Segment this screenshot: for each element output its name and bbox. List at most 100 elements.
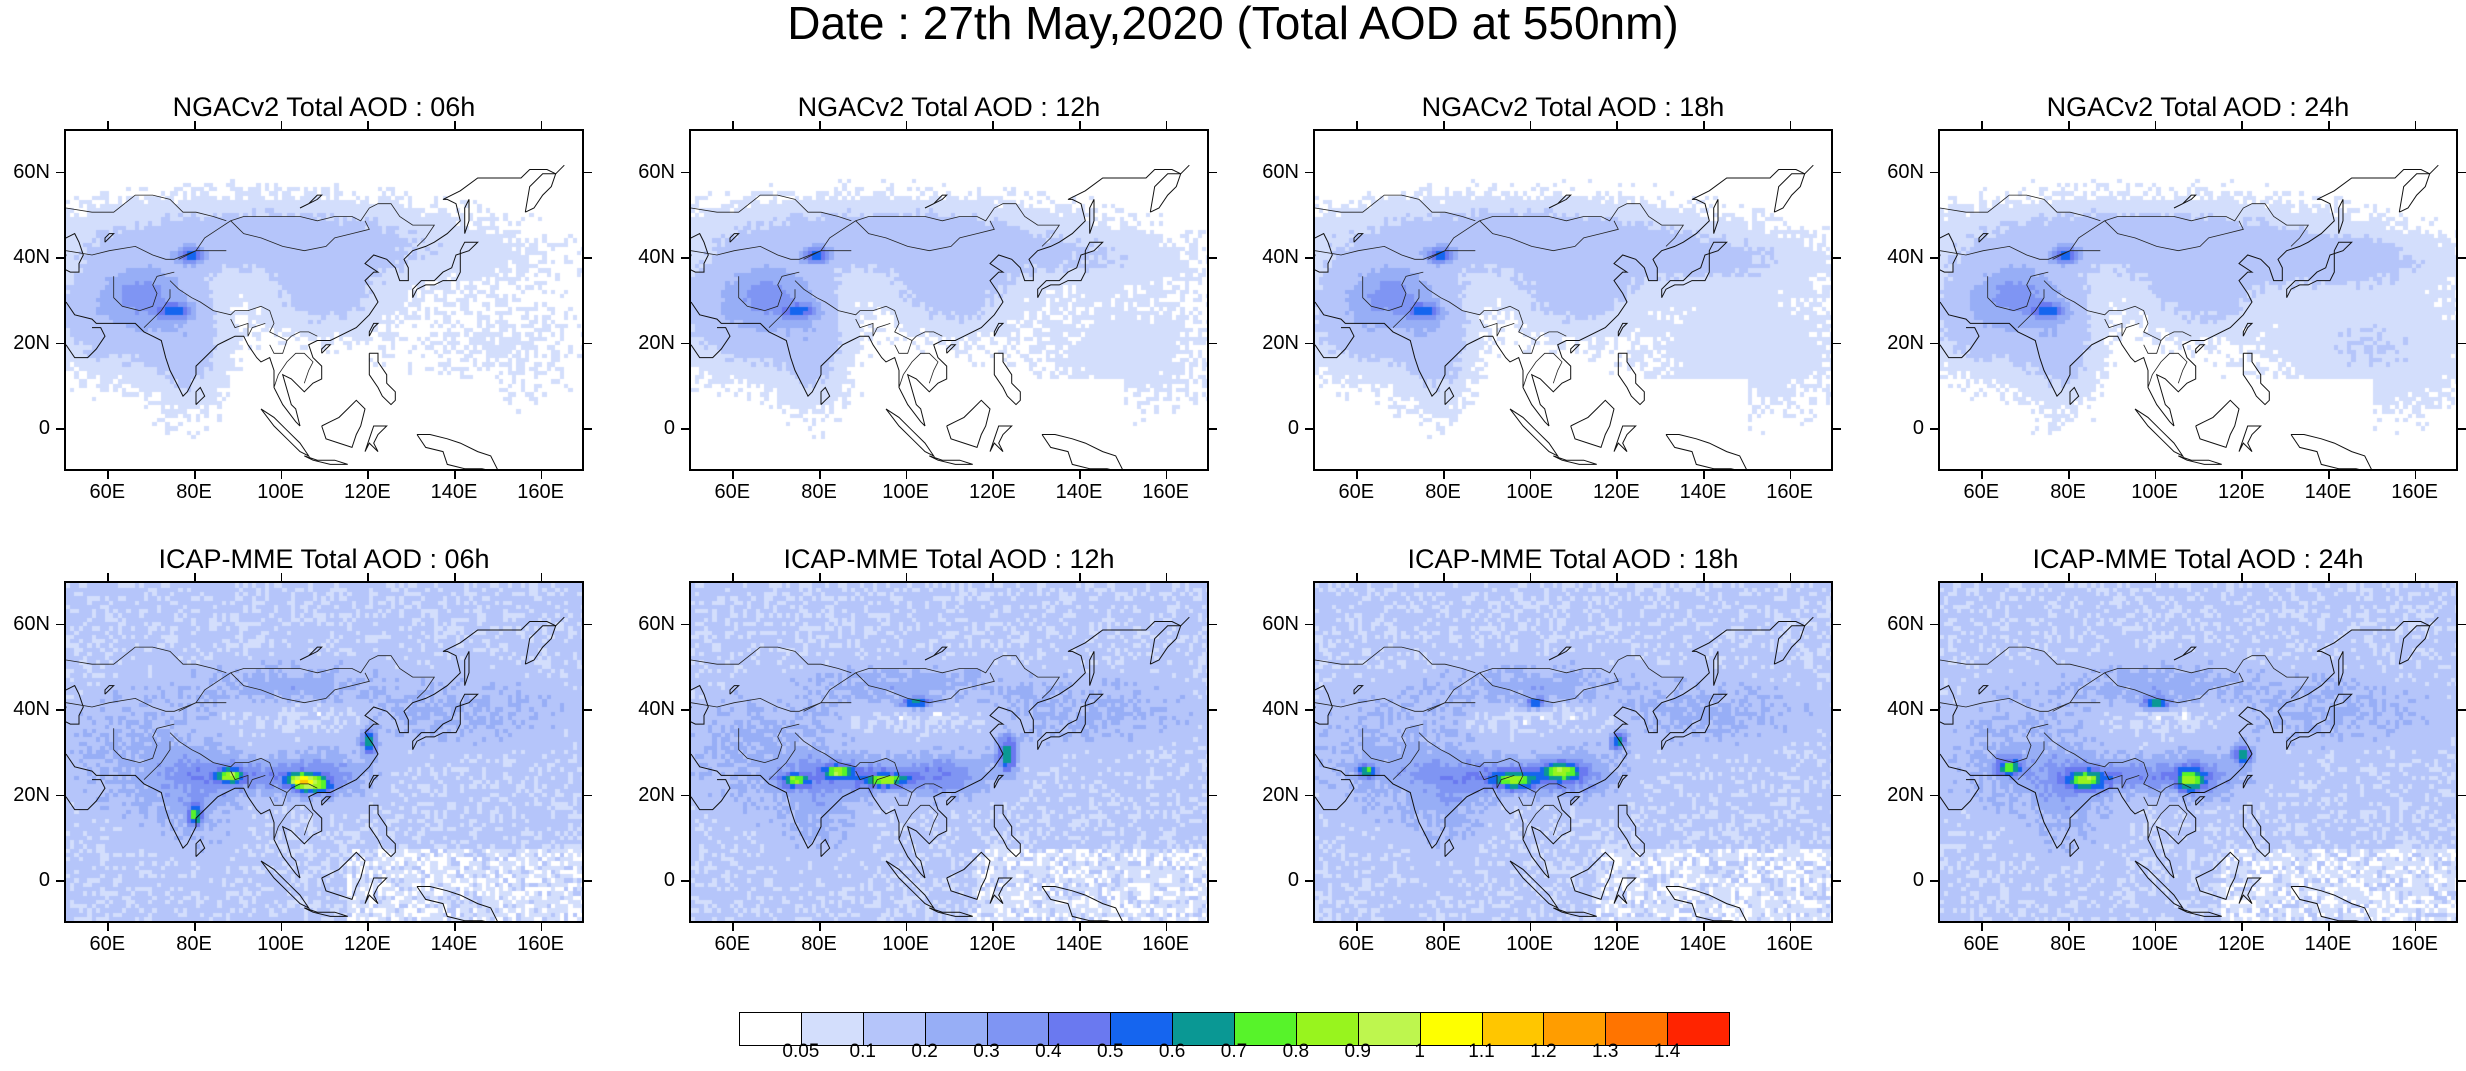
- x-tick: [1981, 923, 1983, 931]
- x-tick: [2414, 471, 2417, 479]
- x-tick: [2068, 471, 2070, 479]
- coastline: [1661, 693, 1728, 750]
- y-tick: [681, 623, 689, 626]
- country-border: [768, 289, 796, 328]
- coastline: [1617, 774, 1629, 789]
- aod-map: [689, 129, 1209, 471]
- x-tick: [1981, 573, 1983, 581]
- coastline: [946, 399, 991, 449]
- x-tick-label: 80E: [1425, 481, 1461, 503]
- country-border: [269, 340, 288, 354]
- country-border: [1940, 655, 2310, 712]
- coastline: [924, 194, 948, 209]
- coastline: [66, 684, 84, 725]
- coastline: [364, 425, 388, 452]
- y-tick: [584, 880, 592, 882]
- aod-map: [1938, 129, 2458, 471]
- coastline: [1548, 646, 1572, 661]
- x-tick: [819, 923, 821, 931]
- x-tick: [2328, 573, 2330, 581]
- x-tick: [1356, 923, 1358, 931]
- country-border: [691, 203, 1061, 260]
- country-border: [691, 194, 852, 222]
- x-tick: [194, 121, 196, 129]
- aod-field: [1315, 131, 1831, 469]
- colorbar-swatch: [1419, 1012, 1483, 1046]
- x-tick: [819, 471, 821, 479]
- y-tick-label: 60N: [13, 612, 50, 635]
- x-tick: [732, 923, 734, 931]
- y-tick: [584, 171, 592, 174]
- x-tick: [1703, 121, 1705, 129]
- map-panel: NGACv2 Total AOD : 06h 60N 40N 20N 0 60E 80E 10…: [6, 92, 592, 512]
- x-tick: [1789, 923, 1792, 931]
- x-tick-label: 80E: [176, 481, 212, 503]
- y-tick-label: 40N: [1887, 698, 1924, 721]
- y-tick: [1930, 623, 1938, 626]
- coastline: [2286, 693, 2353, 750]
- x-tick: [367, 121, 369, 129]
- country-border: [1479, 672, 1619, 704]
- country-border: [1522, 804, 1563, 840]
- coastline: [412, 693, 479, 750]
- x-tick: [194, 573, 196, 581]
- panel-title: NGACv2 Total AOD : 18h: [1421, 92, 1725, 122]
- coastline: [1617, 322, 1629, 337]
- coastline: [2238, 425, 2262, 452]
- y-tick-label: 60N: [638, 160, 675, 183]
- y-tick: [2458, 171, 2466, 174]
- x-tick-label: 100E: [2131, 481, 2179, 503]
- country-border: [1362, 271, 1424, 312]
- colorbar-swatch: [739, 1012, 802, 1046]
- x-tick-label: 120E: [2217, 933, 2265, 955]
- panel-title: NGACv2 Total AOD : 06h: [172, 92, 476, 122]
- country-border: [2104, 672, 2244, 704]
- country-border: [1427, 702, 1476, 712]
- x-tick: [905, 923, 908, 931]
- x-tick: [454, 471, 456, 479]
- y-tick-label: 0: [38, 417, 50, 440]
- y-tick-label: 0: [38, 869, 50, 892]
- country-border: [855, 220, 995, 252]
- y-tick-label: 0: [1912, 417, 1924, 440]
- coastline: [1315, 684, 1333, 725]
- y-tick-label: 40N: [13, 698, 50, 721]
- map-panel: ICAP-MME Total AOD : 12h 60N 40N 20N 0 60E 80E…: [631, 544, 1217, 964]
- x-tick-label: 100E: [2131, 933, 2179, 955]
- x-tick-label: 120E: [968, 933, 1016, 955]
- colorbar-label: 0.05: [782, 1041, 820, 1062]
- x-tick: [2328, 471, 2330, 479]
- country-border: [178, 250, 227, 260]
- colorbar-swatch: [1481, 1012, 1545, 1046]
- country-border: [1987, 723, 2049, 764]
- x-tick: [1616, 573, 1618, 581]
- coastline: [2286, 241, 2353, 298]
- coastline: [2242, 804, 2270, 858]
- x-tick: [2241, 923, 2243, 931]
- y-tick: [681, 709, 689, 711]
- coastline: [2195, 796, 2206, 806]
- country-border: [1479, 318, 1515, 337]
- y-tick: [584, 342, 592, 345]
- x-tick: [732, 471, 734, 479]
- y-tick: [584, 623, 592, 626]
- y-tick: [1930, 342, 1938, 345]
- coastline: [1509, 408, 1560, 458]
- y-tick: [1930, 880, 1938, 882]
- map-panel: ICAP-MME Total AOD : 24h 60N 40N 20N 0 60E 80E…: [1880, 544, 2466, 964]
- x-tick: [992, 923, 994, 931]
- country-border: [1315, 194, 1476, 222]
- x-tick: [280, 471, 283, 479]
- x-tick: [1529, 923, 1532, 931]
- coastline: [1661, 241, 1728, 298]
- colorbar-label: 1.3: [1592, 1041, 1619, 1062]
- country-border: [2043, 732, 2192, 793]
- x-tick-label: 100E: [882, 933, 930, 955]
- country-border: [113, 723, 175, 764]
- x-tick-label: 120E: [968, 481, 1016, 503]
- x-tick-label: 60E: [714, 481, 751, 503]
- x-tick-label: 80E: [176, 933, 212, 955]
- y-tick: [1833, 171, 1841, 174]
- y-tick: [1833, 257, 1841, 259]
- coastline: [321, 851, 366, 901]
